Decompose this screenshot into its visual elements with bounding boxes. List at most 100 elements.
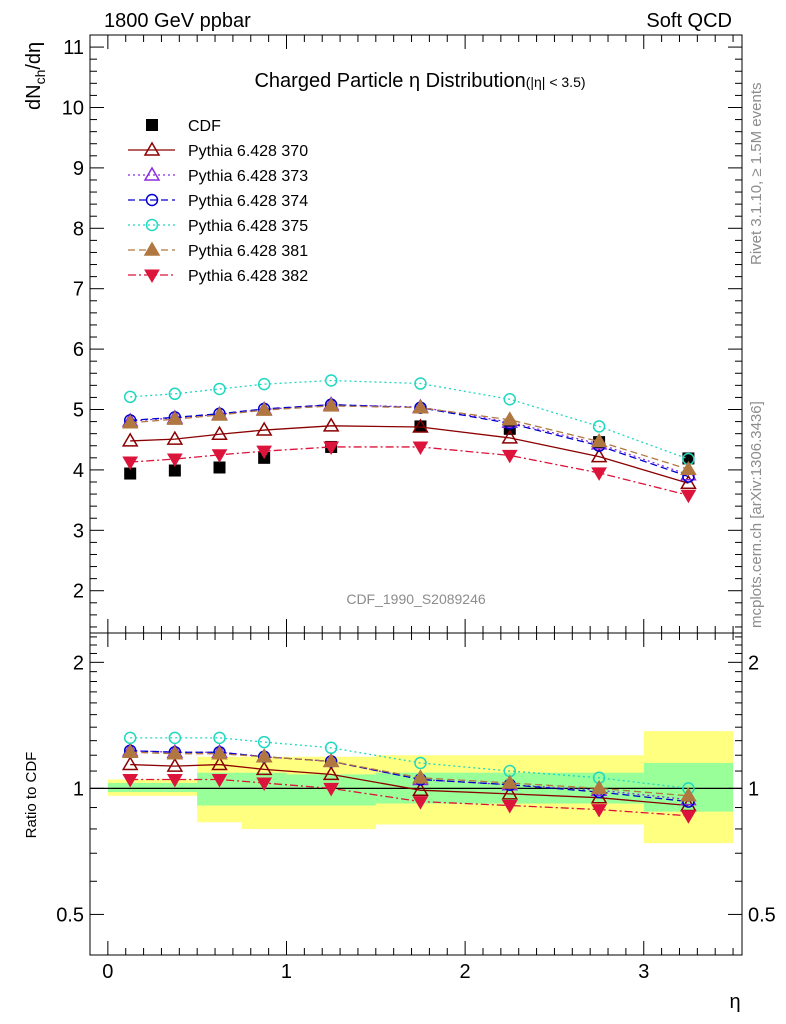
ratio-point-4-8 <box>680 787 697 802</box>
main-point-6-6 <box>501 449 518 464</box>
main-point-4-2 <box>213 382 226 396</box>
header-left: 1800 GeV ppbar <box>104 10 251 32</box>
ratio-point-5-8 <box>680 810 697 824</box>
plot-title-main: Charged Particle η Distribution <box>254 70 525 92</box>
ratio-point-4-5 <box>412 769 429 784</box>
ratio-line-5 <box>130 778 689 817</box>
main-point-1-7 <box>590 448 608 463</box>
ratio-point-5-3 <box>256 777 273 791</box>
ratio-point-4-7 <box>590 779 608 795</box>
legend-marker-5 <box>143 241 161 256</box>
main-point-6-8 <box>680 489 697 504</box>
ratio-point-0-3 <box>255 760 273 776</box>
legend-marker-4 <box>145 218 159 232</box>
ratio-ytick-label-right: 1 <box>748 778 759 800</box>
ratio-ytick-label-left: 0.5 <box>56 904 84 926</box>
ratio-point-4-2 <box>211 745 228 760</box>
ratio-line-3 <box>130 737 689 790</box>
main-point-1-3 <box>255 421 273 436</box>
ratio-point-5-6 <box>501 800 518 814</box>
ratio-point-0-4 <box>322 765 340 781</box>
ratio-point-0-2 <box>211 756 228 771</box>
ratio-point-4-6 <box>501 774 519 789</box>
main-point-1-8 <box>680 474 697 489</box>
main-line-4 <box>130 379 689 460</box>
main-ytick-label: 11 <box>63 37 84 59</box>
xtick-label: 1 <box>281 961 292 983</box>
ratio-point-0-1 <box>166 757 184 772</box>
mcplots-credit: mcplots.cern.ch [arXiv:1306.3436] <box>748 401 765 628</box>
rivet-credit: Rivet 3.1.10, ≥ 1.5M events <box>748 83 765 266</box>
main-ytick-label: 5 <box>73 400 84 422</box>
ratio-point-4-1 <box>166 745 184 760</box>
ratio-point-0-5 <box>412 781 429 796</box>
main-ytick-label: 4 <box>73 460 84 482</box>
ratio-point-5-7 <box>591 804 607 818</box>
main-point-6-0 <box>122 456 139 471</box>
main-point-1-6 <box>501 429 519 444</box>
main-point-5-6 <box>501 411 519 426</box>
main-point-4-5 <box>414 377 427 390</box>
ratio-ytick-label-left: 2 <box>73 652 84 674</box>
main-series-2 <box>121 396 697 481</box>
main-point-5-1 <box>166 410 184 425</box>
ratio-ytick-label-right: 0.5 <box>748 904 776 926</box>
legend-label-4: Pythia 6.428 375 <box>188 218 308 235</box>
main-point-0-1 <box>168 464 181 477</box>
main-series-4 <box>123 374 695 466</box>
main-point-4-4 <box>324 374 338 387</box>
main-point-5-0 <box>121 414 139 429</box>
main-series-5 <box>121 397 697 476</box>
xtick-label: 2 <box>460 961 471 983</box>
ratio-point-4-3 <box>255 748 273 763</box>
band-1sigma-bin-0 <box>107 782 198 793</box>
legend: CDF Pythia 6.428 370 Pythia 6.428 373 Pythi… <box>128 118 308 285</box>
main-point-5-4 <box>322 397 340 412</box>
ratio-series-5 <box>122 774 697 824</box>
ratio-point-0-6 <box>501 785 519 800</box>
xtick-label: 0 <box>102 961 113 983</box>
header-right: Soft QCD <box>646 10 732 32</box>
ratio-plot-series <box>121 731 697 824</box>
legend-label-3: Pythia 6.428 374 <box>188 193 308 210</box>
ratio-ytick-label-right: 2 <box>748 652 759 674</box>
main-point-6-5 <box>412 441 429 455</box>
ratio-point-3-1 <box>168 731 182 745</box>
x-axis-title: η <box>729 991 740 1013</box>
main-point-6-1 <box>166 453 183 468</box>
xtick-label: 3 <box>638 961 649 983</box>
main-ytick-label: 2 <box>73 581 84 603</box>
main-point-1-4 <box>322 417 340 432</box>
ratio-point-4-0 <box>121 743 139 758</box>
main-point-5-5 <box>412 399 429 414</box>
main-line-1 <box>130 425 689 484</box>
main-point-1-5 <box>412 418 429 433</box>
legend-marker-3 <box>145 193 159 207</box>
main-point-0-8 <box>682 452 695 465</box>
ratio-point-5-1 <box>166 774 183 788</box>
ratio-point-3-2 <box>213 731 226 745</box>
main-point-5-7 <box>590 433 608 448</box>
main-point-0-2 <box>213 461 226 474</box>
main-ytick-label: 10 <box>62 97 84 119</box>
main-point-4-6 <box>503 392 517 406</box>
main-point-1-2 <box>211 425 228 441</box>
main-point-6-2 <box>211 449 228 463</box>
main-point-5-2 <box>211 406 228 421</box>
ratio-point-5-2 <box>211 774 228 788</box>
ratio-line-0 <box>130 763 689 807</box>
main-point-6-3 <box>256 445 273 460</box>
ratio-series-4 <box>121 743 697 802</box>
main-point-4-7 <box>592 420 606 433</box>
ratio-ytick-label-left: 1 <box>73 778 84 800</box>
analysis-id: CDF_1990_S2089246 <box>346 591 486 607</box>
main-ytick-label: 7 <box>73 279 84 301</box>
legend-marker-0 <box>146 119 158 131</box>
main-point-4-0 <box>123 390 137 404</box>
main-point-5-8 <box>680 460 697 476</box>
band-1sigma-bin-1 <box>197 772 287 806</box>
ratio-uncertainty-bands <box>90 731 742 844</box>
legend-marker-6 <box>144 269 160 283</box>
